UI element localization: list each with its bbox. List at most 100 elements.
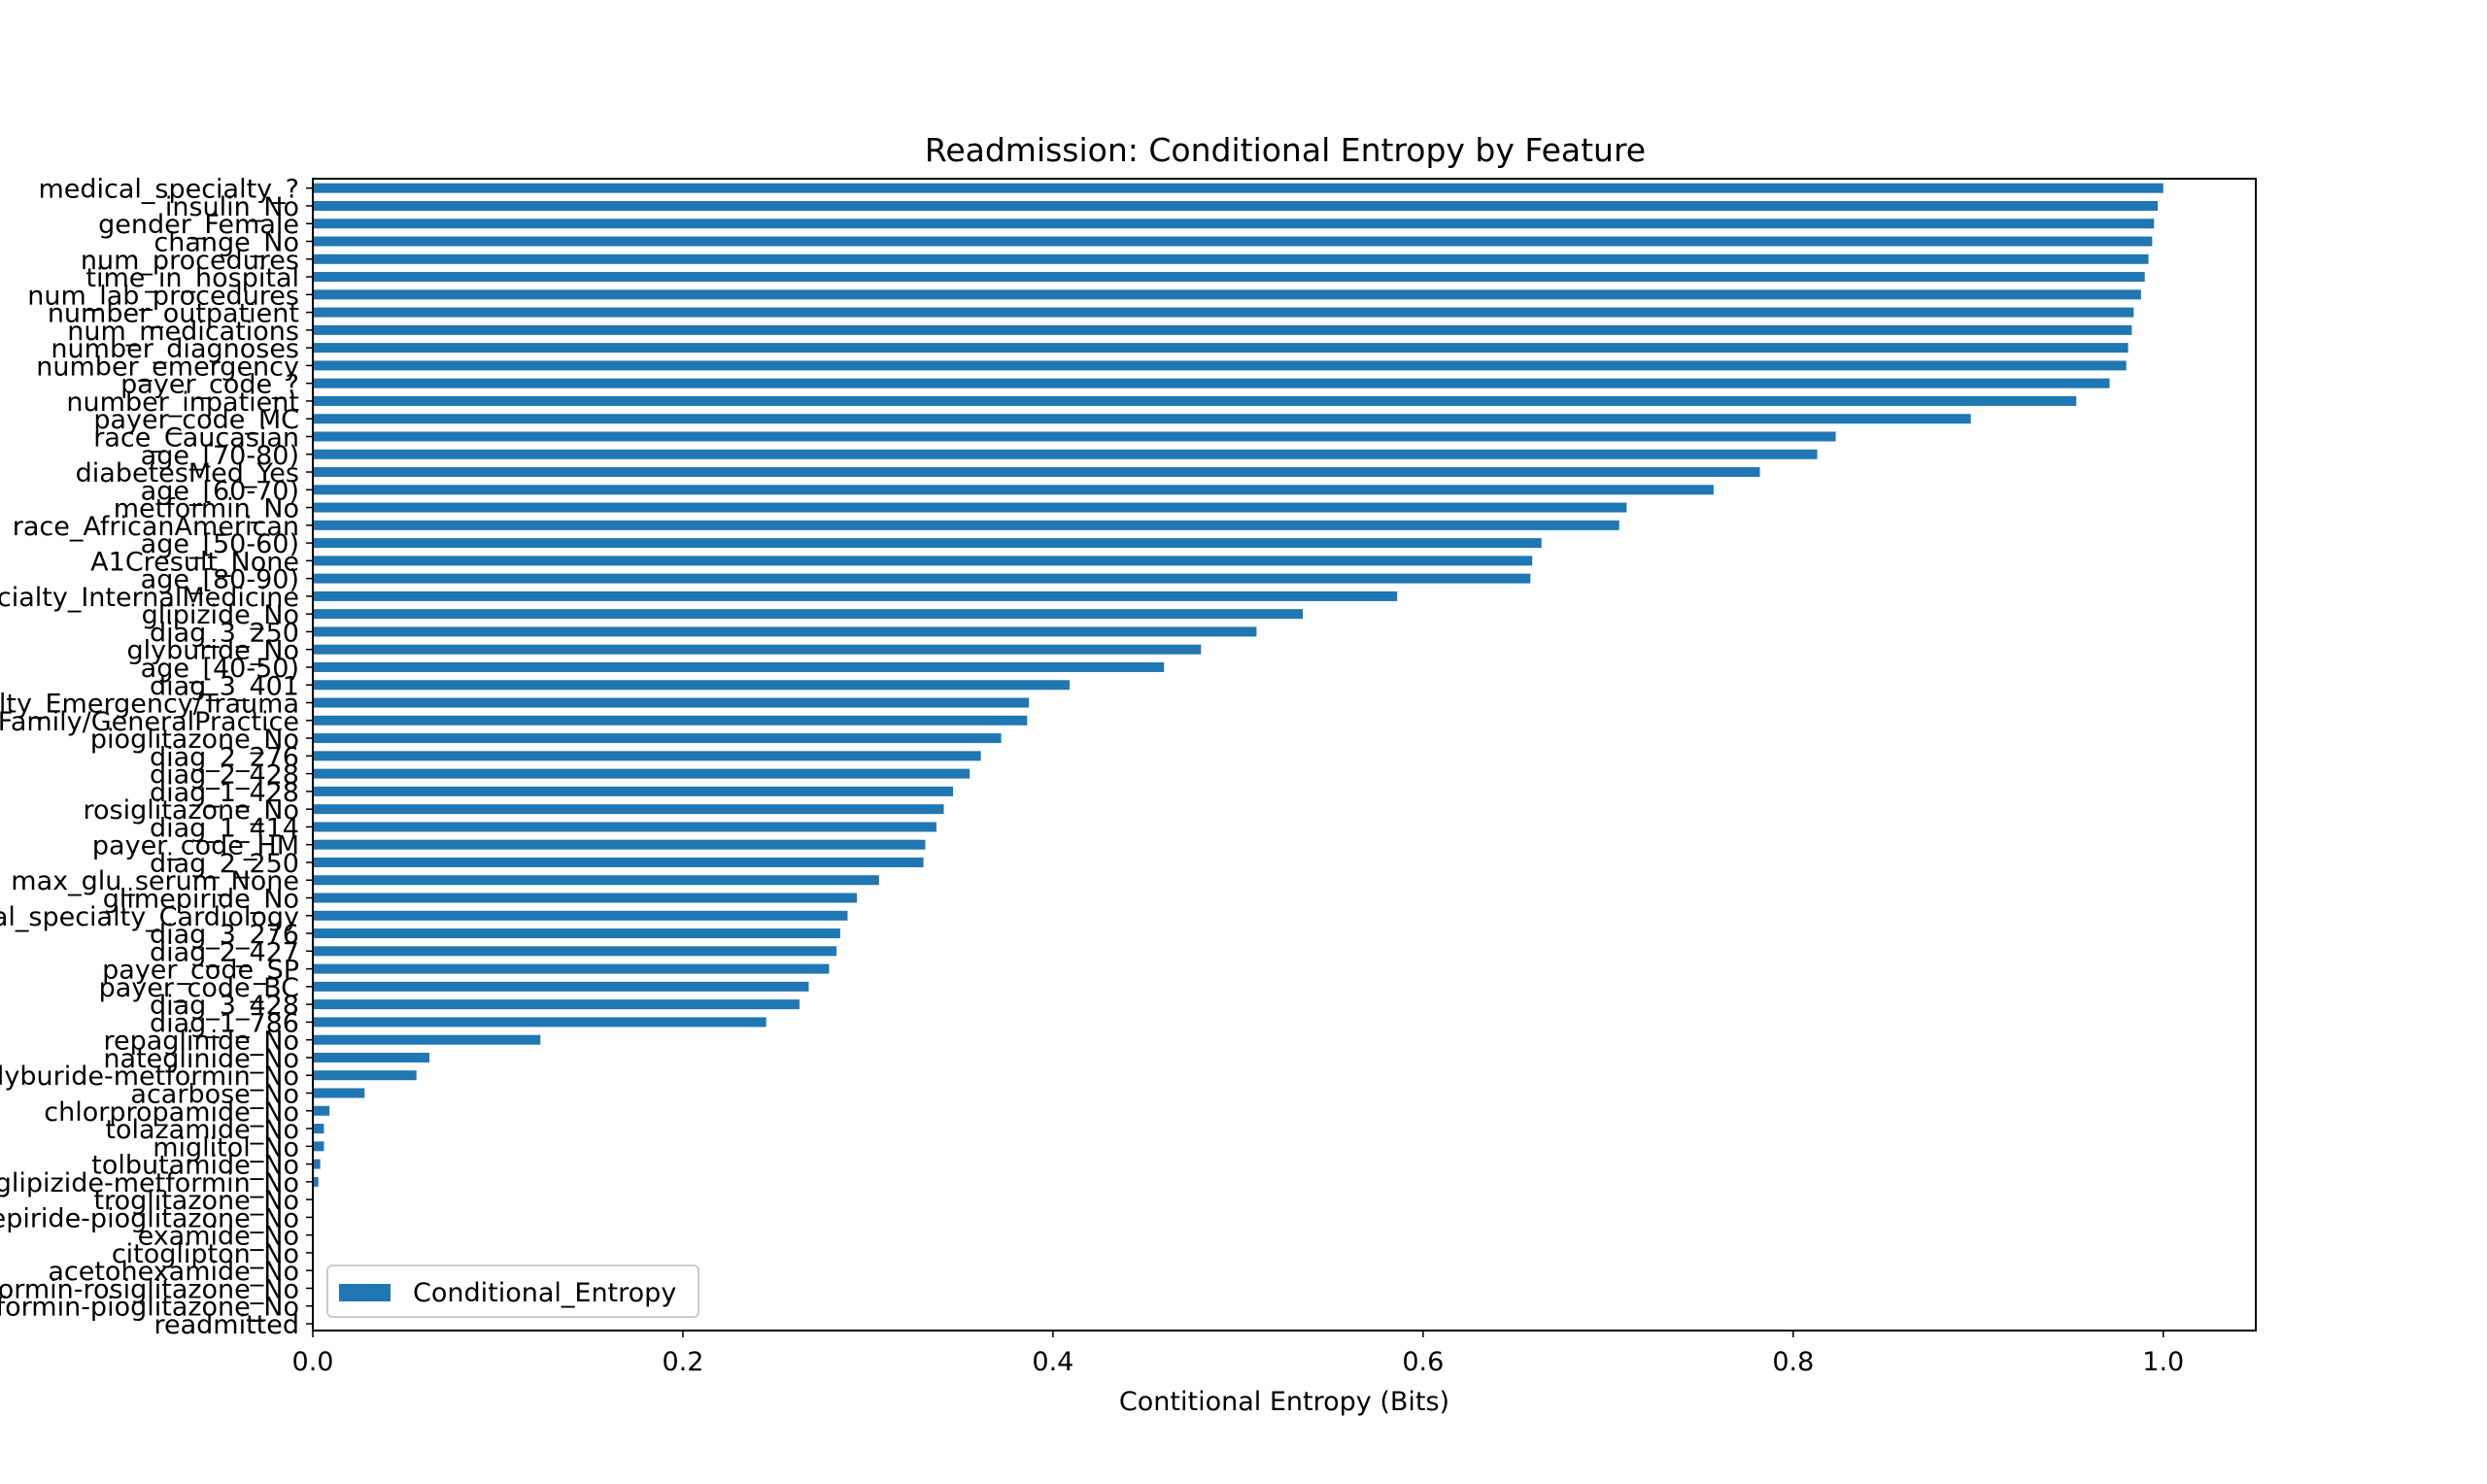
category-label: medical_specialty_Family/GeneralPractice (0, 707, 299, 737)
category-label: acetohexamide_No (48, 1257, 299, 1287)
bar-insulin_No (313, 200, 2159, 211)
bar-gender_Female (313, 219, 2155, 229)
plot-frame (312, 178, 2257, 1332)
bar-diabetesMed_Yes (313, 467, 1760, 478)
category-label: payer_code_SP (102, 956, 299, 986)
category-label: age_[80-90) (141, 565, 299, 595)
category-label: tolazamide_No (105, 1115, 299, 1145)
legend-box (326, 1265, 699, 1318)
category-label: glyburide_No (127, 636, 299, 666)
category-label: diag_3_250 (150, 618, 299, 648)
bar-payer_code_MC (313, 414, 1971, 424)
legend-swatch (339, 1284, 391, 1301)
bar-change_No (313, 236, 2153, 247)
category-label: citoglipton_No (112, 1239, 299, 1269)
bar-glipizide_No (313, 609, 1304, 620)
category-label: repaglinide_No (103, 1027, 299, 1057)
bar-payer_code_BC (313, 981, 809, 992)
category-label: diag_1_786 (150, 1008, 299, 1038)
x-tick-label: 0.8 (1772, 1347, 1814, 1377)
category-label: race_AfricanAmerican (13, 512, 299, 542)
category-label: diag_1_414 (150, 813, 299, 843)
bar-age_[40-50) (313, 661, 1165, 672)
bar-tolbutamide_No (313, 1159, 321, 1169)
legend: Conditional_Entropy (326, 1265, 699, 1318)
category-label: acarbose_No (130, 1079, 299, 1109)
bar-acarbose_No (313, 1088, 365, 1098)
legend-label: Conditional_Entropy (413, 1278, 676, 1308)
category-label: readmitted (153, 1310, 299, 1340)
category-label: medical_specialty_Emergency/Trauma (0, 690, 299, 720)
bar-number_diagnoses (313, 343, 2129, 354)
category-label: max_glu_serum_None (11, 866, 299, 896)
category-label: glyburide-metformin_No (0, 1062, 299, 1092)
bar-glimepiride_No (313, 893, 857, 903)
category-label: glipizide-metformin_No (0, 1168, 299, 1198)
category-label: age_[40-50) (141, 654, 299, 684)
x-tick-label: 1.0 (2142, 1347, 2184, 1377)
category-label: num_lab_procedures (27, 281, 299, 311)
bar-number_emergency (313, 360, 2127, 371)
category-label: diag_3_401 (150, 671, 299, 701)
bar-number_inpatient (313, 395, 2077, 406)
bar-race_Caucasian (313, 431, 1836, 442)
category-label: tolbutamide_No (91, 1151, 299, 1181)
bar-age_[70-80) (313, 449, 1818, 459)
bar-glyburide_No (313, 644, 1202, 655)
category-label: diag_1_428 (150, 778, 299, 808)
category-label: pioglitazone_No (90, 725, 299, 755)
category-label: medical_specialty_InternalMedicine (0, 583, 299, 613)
category-label: age_[70-80) (141, 441, 299, 471)
category-label: chlorpropamide_No (44, 1097, 299, 1128)
category-label: glimepiride_No (103, 885, 299, 915)
category-label: age_[60-70) (141, 476, 299, 506)
category-label: number_inpatient (66, 388, 299, 418)
bar-rosiglitazone_No (313, 804, 944, 815)
category-label: medical_specialty_Cardiology (0, 902, 299, 932)
x-axis-label: Contitional Entropy (Bits) (1119, 1387, 1449, 1417)
bar-chlorpropamide_No (313, 1105, 330, 1116)
bar-age_[50-60) (313, 538, 1542, 549)
chart-title: Readmission: Conditional Entropy by Feat… (925, 131, 1646, 169)
bar-diag_3_250 (313, 626, 1257, 637)
category-label: payer_code_MC (93, 405, 299, 435)
bar-repaglinide_No (313, 1034, 541, 1045)
category-label: time_in_hospital (85, 263, 299, 293)
category-label: change_No (153, 228, 299, 258)
bar-tolazamide_No (313, 1124, 324, 1134)
category-label: payer_code_? (120, 370, 299, 400)
bar-number_outpatient (313, 307, 2134, 318)
bar-payer_code_? (313, 378, 2110, 388)
category-label: diag_2_276 (150, 742, 299, 772)
category-label: gender_Female (98, 210, 299, 240)
bar-medical_specialty_InternalMedicine (313, 590, 1398, 601)
x-tick-label: 0.2 (662, 1347, 703, 1377)
category-label: insulin_No (165, 192, 299, 222)
category-label: race_Caucasian (93, 422, 299, 453)
bar-num_lab_procedures (313, 289, 2141, 300)
bar-glipizide-metformin_No (313, 1176, 319, 1187)
x-axis-ticks: 0.0 0.2 0.4 0.6 0.8 1.0 (292, 1331, 2184, 1377)
category-label: number_emergency (36, 352, 299, 382)
category-labels: medical_specialty_?insulin_Nogender_Fema… (0, 175, 313, 1340)
bar-nateglinide_No (313, 1052, 429, 1062)
bar-diag_2_250 (313, 857, 924, 867)
bar-diag_1_414 (313, 822, 937, 832)
category-label: payer_code_HM (92, 831, 299, 861)
category-label: diag_2_250 (150, 849, 299, 879)
bar-age_[60-70) (313, 485, 1714, 495)
category-label: diag_2_428 (150, 760, 299, 791)
category-label: metformin-rosiglitazone_No (0, 1274, 299, 1304)
bar-medical_specialty_Cardiology (313, 910, 848, 921)
x-tick-label: 0.0 (292, 1347, 334, 1377)
bar-diag_3_428 (313, 999, 800, 1010)
category-label: glimepiride-pioglitazone_No (0, 1203, 299, 1233)
x-tick-label: 0.6 (1402, 1347, 1444, 1377)
bar-diag_2_428 (313, 768, 971, 779)
category-label: number_outpatient (48, 299, 299, 329)
category-label: glipizide_No (142, 600, 299, 630)
bar-metformin_No (313, 502, 1627, 513)
bar-diag_3_401 (313, 680, 1071, 691)
category-label: diag_2_427 (150, 937, 299, 967)
